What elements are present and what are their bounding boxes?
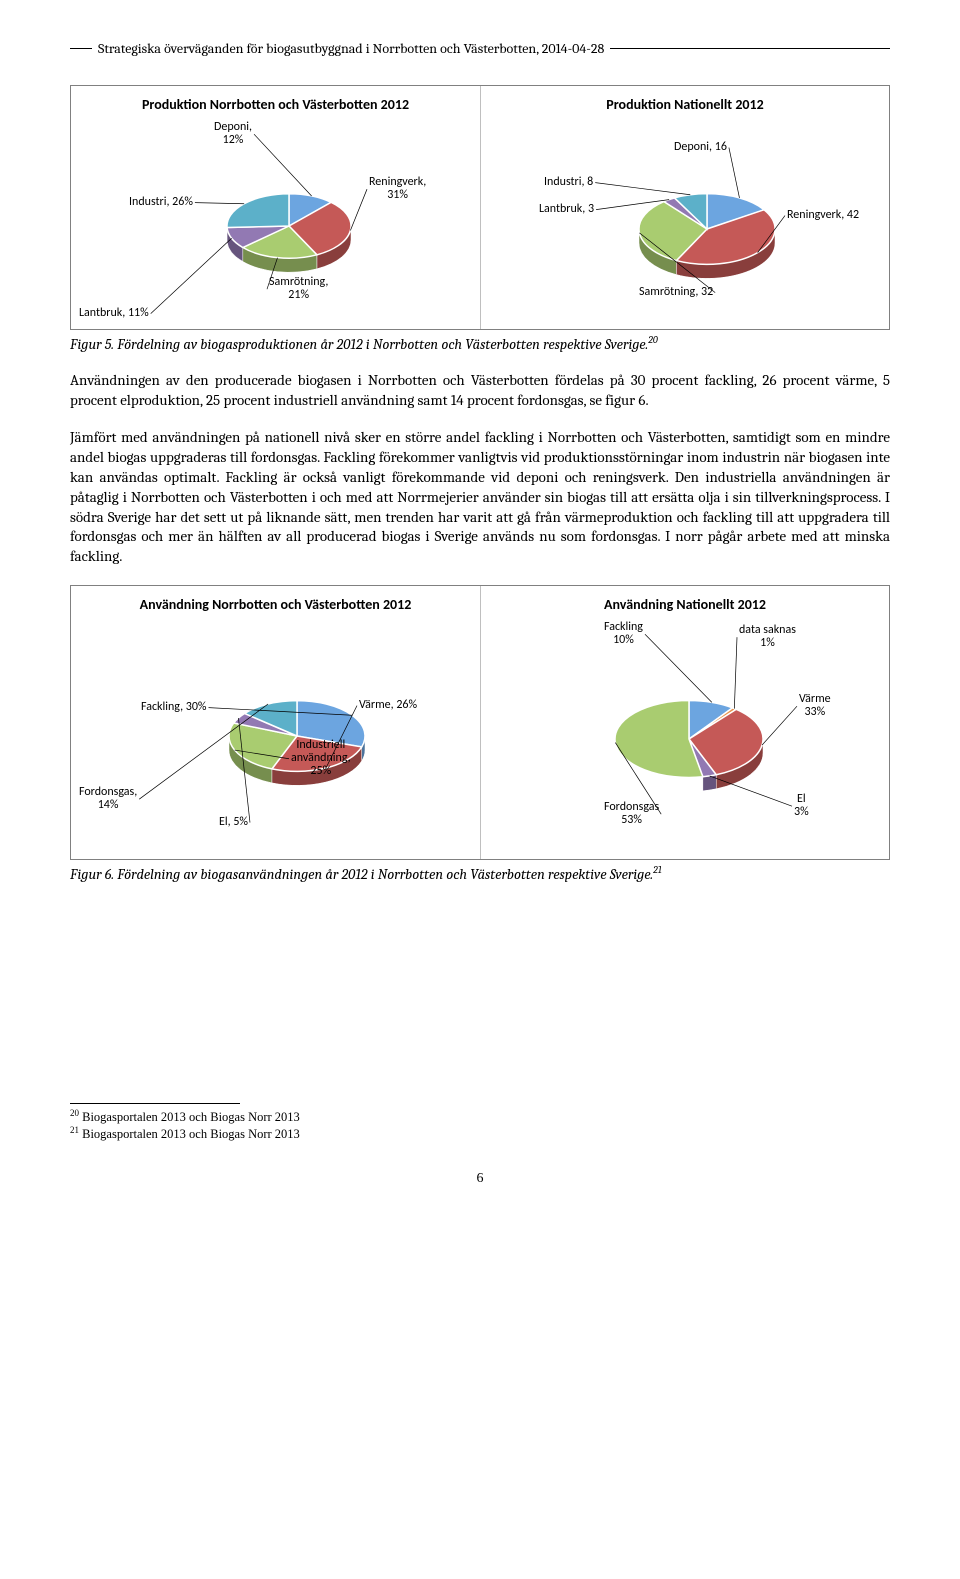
pie-slice-label: Deponi, 16 xyxy=(674,141,727,154)
footnotes-separator xyxy=(70,1103,240,1104)
figure-5-box: Produktion Norrbotten och Västerbotten 2… xyxy=(70,85,890,330)
header-rule-left xyxy=(70,48,92,49)
pie-slice-label: Lantbruk, 3 xyxy=(539,203,594,216)
fig6-caption-sup: 21 xyxy=(653,864,662,876)
fig6-left-panel: Användning Norrbotten och Västerbotten 2… xyxy=(71,586,480,859)
pie-slice-label: data saknas1% xyxy=(739,624,796,650)
pie-slice-label: Fackling, 30% xyxy=(141,701,207,714)
header-title: Strategiska överväganden för biogasutbyg… xyxy=(92,40,610,57)
pie-slice-label: Värme33% xyxy=(799,693,831,719)
footnote-21: 21 Biogasportalen 2013 och Biogas Norr 2… xyxy=(70,1125,890,1142)
paragraph-1: Användningen av den producerade biogasen… xyxy=(70,371,890,411)
fig5-right-panel: Produktion Nationellt 2012 Deponi, 16 Ren… xyxy=(480,86,889,329)
pie-slice-label: El, 5% xyxy=(219,816,248,829)
pie-slice-label: El3% xyxy=(794,793,809,819)
page-header: Strategiska överväganden för biogasutbyg… xyxy=(70,40,890,57)
footnote-20-num: 20 xyxy=(70,1108,79,1118)
footnote-21-num: 21 xyxy=(70,1125,79,1135)
figure-6-box: Användning Norrbotten och Västerbotten 2… xyxy=(70,585,890,860)
pie-slice-label: Samrötning,21% xyxy=(269,276,328,302)
fig6-caption-text: Figur 6. Fördelning av biogasanvändninge… xyxy=(70,866,653,883)
fig5-left-panel: Produktion Norrbotten och Västerbotten 2… xyxy=(71,86,480,329)
pie-slice-label: Reningverk, 42 xyxy=(787,209,859,222)
fig5-right-pie: Deponi, 16 Reningverk, 42 Samrötning, 32 La… xyxy=(489,121,881,321)
fig6-left-pie: Fackling, 30% Värme, 26% Industriellanvänd… xyxy=(79,621,472,851)
header-rule-right xyxy=(610,48,890,49)
fig5-right-title: Produktion Nationellt 2012 xyxy=(489,96,881,113)
pie-slice-label: Fordonsgas53% xyxy=(604,801,659,827)
footnote-21-text: Biogasportalen 2013 och Biogas Norr 2013 xyxy=(79,1127,300,1141)
pie-slice-label: Reningverk,31% xyxy=(369,176,426,202)
pie-slice-label: Industriellanvändning,25% xyxy=(291,739,351,779)
paragraph-2: Jämfört med användningen på nationell ni… xyxy=(70,428,890,567)
pie-slice-label: Samrötning, 32 xyxy=(639,286,713,299)
fig5-left-title: Produktion Norrbotten och Västerbotten 2… xyxy=(79,96,472,113)
figure-6-caption: Figur 6. Fördelning av biogasanvändninge… xyxy=(70,864,890,883)
fig5-left-pie: Deponi,12% Reningverk,31% Samrötning,21% La… xyxy=(79,121,472,321)
fig6-right-panel: Användning Nationellt 2012 Fackling10% da… xyxy=(480,586,889,859)
pie-slice-label: Deponi,12% xyxy=(214,121,252,147)
figure-5-caption: Figur 5. Fördelning av biogasproduktione… xyxy=(70,334,890,353)
pie-slice-label: Värme, 26% xyxy=(359,699,417,712)
footnote-20-text: Biogasportalen 2013 och Biogas Norr 2013 xyxy=(79,1110,300,1124)
pie-slice-label: Lantbruk, 11% xyxy=(79,307,149,320)
pie-slice-label: Fackling10% xyxy=(604,621,643,647)
pie-slice-label: Industri, 26% xyxy=(129,196,193,209)
pie-slice-label: Fordonsgas,14% xyxy=(79,786,137,812)
fig6-left-title: Användning Norrbotten och Västerbotten 2… xyxy=(79,596,472,613)
footnote-20: 20 Biogasportalen 2013 och Biogas Norr 2… xyxy=(70,1108,890,1125)
fig5-caption-text: Figur 5. Fördelning av biogasproduktione… xyxy=(70,336,648,353)
pie-slice-label: Industri, 8 xyxy=(544,176,593,189)
page-number: 6 xyxy=(70,1171,890,1187)
fig6-right-pie: Fackling10% data saknas1% Värme33% El3% Ford… xyxy=(489,621,881,851)
fig5-caption-sup: 20 xyxy=(648,334,657,346)
fig6-right-title: Användning Nationellt 2012 xyxy=(489,596,881,613)
